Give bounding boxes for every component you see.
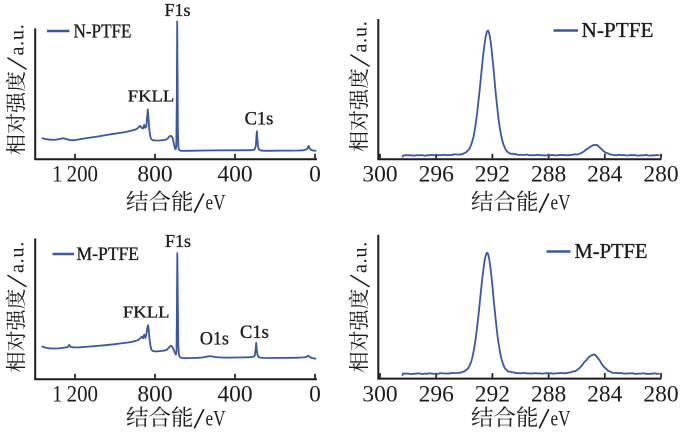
svg-text:800: 800 (137, 161, 172, 187)
svg-text:a.u.: a.u. (350, 241, 372, 273)
svg-text:288: 288 (531, 161, 566, 187)
svg-text:280: 280 (643, 382, 678, 408)
svg-text:0: 0 (309, 161, 321, 187)
svg-text:0: 0 (309, 381, 321, 407)
svg-text:284: 284 (587, 382, 623, 408)
svg-text:300: 300 (362, 382, 397, 408)
svg-text:eV: eV (551, 190, 571, 215)
svg-text:300: 300 (362, 161, 397, 187)
svg-text:a.u.: a.u. (7, 23, 29, 55)
svg-text:292: 292 (475, 161, 510, 187)
svg-text:288: 288 (531, 382, 566, 408)
svg-text:400: 400 (217, 161, 252, 187)
svg-text:F1s: F1s (165, 231, 191, 251)
svg-text:N-PTFE: N-PTFE (582, 18, 654, 42)
svg-text:C1s: C1s (245, 109, 274, 129)
svg-text:M-PTFE: M-PTFE (77, 245, 140, 265)
svg-text:eV: eV (206, 190, 226, 215)
svg-text:F1s: F1s (165, 0, 191, 20)
svg-text:a.u.: a.u. (350, 20, 372, 52)
svg-text:292: 292 (475, 382, 510, 408)
svg-text:296: 296 (419, 382, 455, 408)
svg-text:284: 284 (587, 161, 623, 187)
svg-text:1 200: 1 200 (52, 381, 98, 407)
svg-text:a.u.: a.u. (7, 241, 29, 273)
svg-text:280: 280 (643, 161, 678, 187)
svg-text:N-PTFE: N-PTFE (74, 20, 132, 42)
svg-text:296: 296 (419, 161, 455, 187)
svg-text:O1s: O1s (200, 330, 229, 350)
svg-text:FKLL: FKLL (128, 86, 175, 105)
svg-text:C1s: C1s (240, 323, 269, 343)
svg-text:FKLL: FKLL (123, 303, 170, 322)
svg-text:1 200: 1 200 (52, 161, 98, 187)
svg-text:M-PTFE: M-PTFE (575, 239, 648, 263)
svg-text:eV: eV (551, 405, 571, 430)
svg-text:eV: eV (206, 405, 226, 430)
svg-text:400: 400 (217, 381, 252, 407)
svg-text:800: 800 (137, 381, 172, 407)
